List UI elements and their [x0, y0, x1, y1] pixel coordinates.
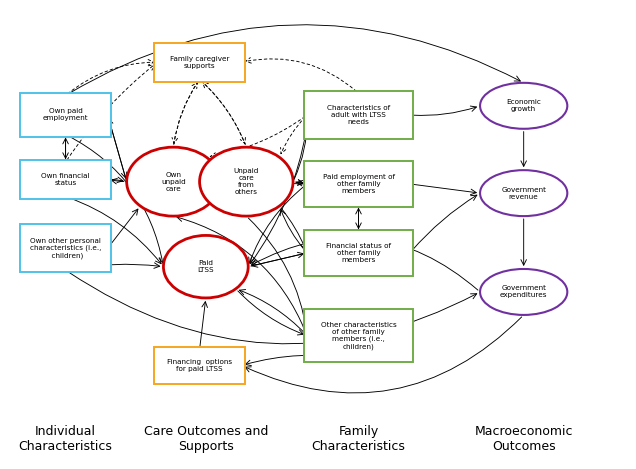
Text: Family caregiver
supports: Family caregiver supports: [170, 56, 230, 68]
Text: Financing  options
for paid LTSS: Financing options for paid LTSS: [167, 359, 232, 372]
Text: Paid employment of
other family
members: Paid employment of other family members: [322, 174, 394, 194]
FancyBboxPatch shape: [20, 160, 111, 199]
Ellipse shape: [480, 269, 567, 315]
Text: Financial status of
other family
members: Financial status of other family members: [326, 243, 391, 263]
Text: Economic
growth: Economic growth: [506, 99, 541, 112]
Text: Own other personal
characteristics (i.e.,
  children): Own other personal characteristics (i.e.…: [30, 238, 101, 259]
Ellipse shape: [480, 170, 567, 216]
Text: Government
expenditures: Government expenditures: [500, 286, 548, 298]
Text: Other characteristics
of other family
members (i.e.,
children): Other characteristics of other family me…: [321, 322, 396, 349]
FancyBboxPatch shape: [155, 347, 245, 384]
Text: Family
Characteristics: Family Characteristics: [312, 425, 406, 453]
Text: Unpaid
care
from
others: Unpaid care from others: [233, 168, 259, 195]
FancyBboxPatch shape: [304, 309, 413, 362]
Text: Individual
Characteristics: Individual Characteristics: [18, 425, 113, 453]
FancyBboxPatch shape: [304, 91, 413, 139]
Text: Paid
LTSS: Paid LTSS: [198, 260, 214, 273]
Text: Macroeconomic
Outcomes: Macroeconomic Outcomes: [474, 425, 573, 453]
FancyBboxPatch shape: [20, 224, 111, 272]
Text: Government
revenue: Government revenue: [501, 187, 546, 200]
Ellipse shape: [480, 83, 567, 129]
FancyBboxPatch shape: [304, 230, 413, 276]
FancyBboxPatch shape: [155, 43, 245, 82]
Text: Own financial
status: Own financial status: [41, 173, 90, 186]
Text: Own paid
employment: Own paid employment: [43, 108, 88, 121]
Text: Own
unpaid
care: Own unpaid care: [161, 172, 186, 192]
Circle shape: [163, 235, 248, 298]
Circle shape: [127, 147, 220, 216]
Circle shape: [200, 147, 293, 216]
FancyBboxPatch shape: [304, 161, 413, 207]
Text: Care Outcomes and
Supports: Care Outcomes and Supports: [144, 425, 268, 453]
FancyBboxPatch shape: [20, 93, 111, 137]
Text: Characteristics of
adult with LTSS
needs: Characteristics of adult with LTSS needs: [327, 105, 390, 125]
